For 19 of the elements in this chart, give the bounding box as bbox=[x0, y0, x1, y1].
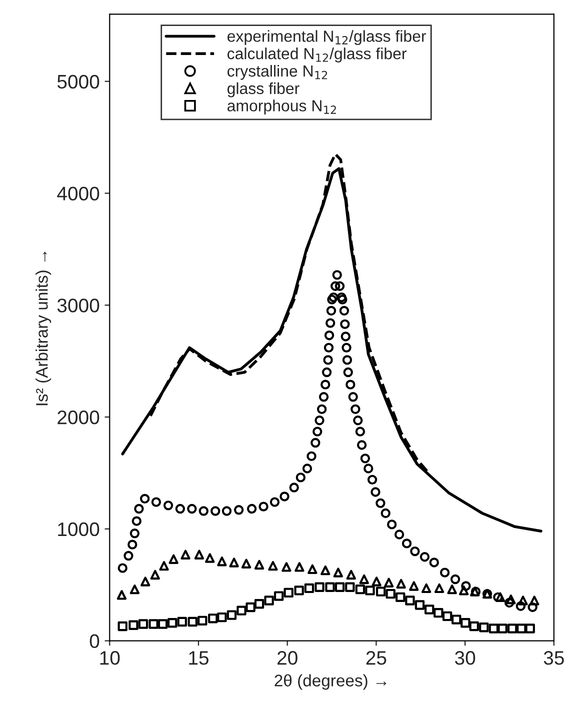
legend-label: amorphous N$_{12}$ bbox=[228, 100, 336, 115]
x-tick-label: 25 bbox=[366, 651, 386, 665]
x-tick-label: 30 bbox=[454, 651, 476, 665]
x-tick-label: 10 bbox=[100, 651, 120, 665]
y-tick-label: 1000 bbox=[58, 522, 100, 536]
legend-label: glass fiber bbox=[228, 82, 300, 98]
x-tick-label: 15 bbox=[189, 651, 208, 665]
legend-label: experimental N$_{12}$/glass fiber bbox=[228, 30, 426, 46]
x-tick-label: 20 bbox=[278, 651, 298, 665]
y-tick-label: 0 bbox=[90, 634, 100, 648]
y-axis-title: Is² (Arbitrary units) → bbox=[36, 252, 52, 406]
y-tick-label: 4000 bbox=[57, 186, 100, 200]
legend-label: crystalline N$_{12}$ bbox=[228, 64, 328, 80]
y-tick-label: 2000 bbox=[58, 410, 100, 424]
x-axis-title: 2θ (degrees) → bbox=[274, 674, 386, 690]
x-tick-label: 35 bbox=[544, 651, 564, 665]
legend-label: calculated N$_{12}$/glass fiber bbox=[228, 48, 407, 62]
y-tick-label: 5000 bbox=[57, 74, 100, 89]
y-tick-label: 3000 bbox=[57, 298, 100, 312]
